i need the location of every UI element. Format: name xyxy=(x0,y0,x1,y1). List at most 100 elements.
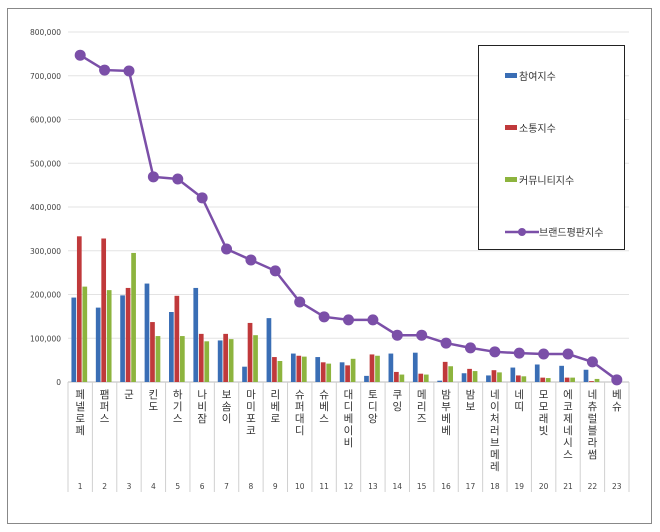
bar-1-14 xyxy=(388,353,394,382)
bar-3-3 xyxy=(131,252,136,382)
bar-2-14 xyxy=(394,371,399,382)
bar-1-9 xyxy=(266,318,272,382)
line-point-8 xyxy=(245,254,257,266)
bar-2-15 xyxy=(418,373,424,382)
chart-frame xyxy=(7,8,652,524)
bar-1-12 xyxy=(339,362,345,382)
bar-3-9 xyxy=(277,361,283,382)
bar-2-9 xyxy=(272,357,277,382)
rank-label: 18 xyxy=(490,482,500,491)
bar-1-1 xyxy=(71,297,77,382)
bar-3-7 xyxy=(228,339,234,382)
rank-label: 15 xyxy=(417,482,427,491)
bar-3-17 xyxy=(472,371,478,382)
rank-label: 1 xyxy=(78,482,83,491)
legend-label: 브랜드평판지수 xyxy=(539,228,604,239)
rank-label: 8 xyxy=(249,482,254,491)
rank-label: 7 xyxy=(224,482,229,491)
bar-1-2 xyxy=(95,307,101,382)
line-point-22 xyxy=(586,356,598,368)
y-tick-label: 0 xyxy=(56,378,61,387)
bar-3-11 xyxy=(326,363,332,382)
bar-3-5 xyxy=(180,336,185,382)
rank-label: 12 xyxy=(344,482,354,491)
bar-3-12 xyxy=(350,358,356,382)
bar-3-22 xyxy=(594,378,600,382)
legend-label: 커뮤니티지수 xyxy=(519,176,575,187)
rank-label: 23 xyxy=(612,482,622,491)
bar-2-10 xyxy=(296,355,302,382)
bar-1-19 xyxy=(510,367,516,382)
rank-label: 4 xyxy=(151,482,156,491)
bar-2-4 xyxy=(150,322,155,382)
y-tick-label: 100,000 xyxy=(30,334,61,343)
line-point-9 xyxy=(269,265,281,277)
rank-label: 19 xyxy=(514,482,524,491)
bar-3-16 xyxy=(448,366,454,382)
bar-2-3 xyxy=(125,287,131,382)
line-point-1 xyxy=(74,49,86,61)
line-point-6 xyxy=(196,192,208,204)
bar-1-6 xyxy=(193,287,199,382)
line-point-17 xyxy=(464,342,476,354)
rank-label: 22 xyxy=(588,482,598,491)
y-tick-label: 500,000 xyxy=(30,159,61,168)
legend-item-communication: 소통지수 xyxy=(505,120,556,135)
bar-1-7 xyxy=(217,340,223,382)
rank-label: 10 xyxy=(295,482,305,491)
bar-1-22 xyxy=(583,369,589,382)
line-point-13 xyxy=(367,314,379,326)
legend-swatch xyxy=(505,177,517,182)
bar-3-21 xyxy=(570,377,575,382)
y-tick-label: 800,000 xyxy=(30,28,61,37)
legend-line-marker xyxy=(505,227,539,236)
bar-1-15 xyxy=(412,352,418,382)
y-tick-label: 300,000 xyxy=(30,247,61,256)
bar-2-17 xyxy=(467,368,472,382)
bar-2-7 xyxy=(223,333,228,382)
bar-2-13 xyxy=(369,354,375,382)
bar-3-20 xyxy=(545,378,551,382)
line-point-7 xyxy=(221,243,233,255)
bar-3-1 xyxy=(82,286,88,382)
rank-label: 2 xyxy=(102,482,107,491)
line-point-23 xyxy=(611,374,623,386)
line-point-11 xyxy=(318,311,330,323)
line-point-21 xyxy=(562,348,574,360)
line-point-3 xyxy=(123,65,135,77)
y-tick-label: 200,000 xyxy=(30,291,61,300)
rank-label: 3 xyxy=(127,482,132,491)
bar-3-14 xyxy=(399,374,405,382)
y-tick-label: 400,000 xyxy=(30,203,61,212)
bar-1-11 xyxy=(315,357,321,382)
bar-2-8 xyxy=(247,322,253,382)
rank-label: 16 xyxy=(441,482,451,491)
rank-label: 14 xyxy=(393,482,403,491)
bar-1-16 xyxy=(437,380,443,382)
bar-3-13 xyxy=(375,355,380,382)
line-point-16 xyxy=(440,337,452,349)
bar-1-8 xyxy=(242,366,247,382)
line-point-2 xyxy=(99,64,111,76)
bar-1-20 xyxy=(534,364,540,382)
bar-1-10 xyxy=(290,353,296,382)
legend: 참여지수 소통지수 커뮤니티지수 브랜드평판지수 xyxy=(478,45,625,250)
